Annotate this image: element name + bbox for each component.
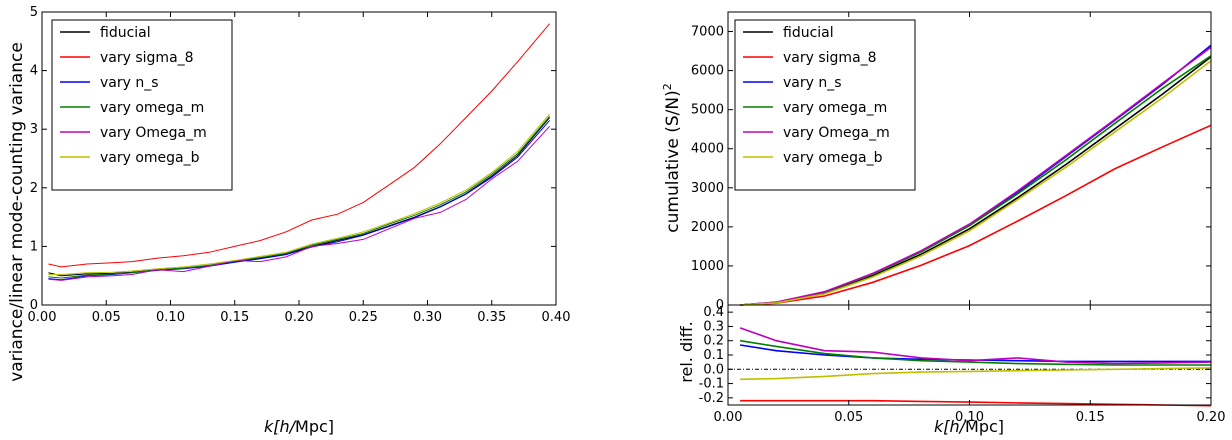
left-ticks: 0.00 0.05 0.10 0.15 0.20 0.25 0.30 0.35 0.40 0 1 2 3… — [28, 5, 571, 325]
left-y-tick-label: 2 — [30, 181, 38, 196]
left-series-vary-omega-b — [48, 113, 550, 275]
right-bottom-y-tick-label: 0.3 — [703, 319, 724, 334]
right-top-y-tick-label: 7000 — [691, 25, 724, 40]
left-x-tick-label: 0.20 — [285, 310, 314, 325]
right-top-series-vary-omega-m — [740, 46, 1212, 306]
left-legend-box — [51, 19, 233, 191]
right-top-y-tick-label: 6000 — [691, 64, 724, 79]
right-bottom-y-tick-label: -0.1 — [699, 377, 724, 392]
right-chart: 01000200030004000500060007000-0.2-0.10.0… — [661, 11, 1226, 436]
right-bottom-y-tick-label: 0.0 — [703, 362, 724, 377]
left-legend-label: vary sigma_8 — [100, 50, 194, 66]
right-bottom-y-tick-label: 0.4 — [703, 305, 724, 320]
right-bottom-series-vary-omega-b — [740, 367, 1212, 381]
right-top-series-vary-omega-b — [740, 60, 1212, 306]
right-bottom-series-vary-omega-m — [739, 339, 1211, 366]
right-bottom-series-vary-omega-m — [739, 327, 1212, 365]
left-x-tick-label: 0.30 — [413, 310, 442, 325]
left-x-tick-label: 0.35 — [477, 310, 506, 325]
left-chart: 0.00 0.05 0.10 0.15 0.20 0.25 0.30 0.35 0.40 0 1 2 3… — [7, 5, 570, 436]
left-legend-label: fiducial — [100, 25, 151, 41]
left-legend-label: vary omega_b — [100, 150, 200, 166]
right-legend-label: vary Omega_m — [783, 125, 890, 141]
left-y-axis-label: variance/linear mode-counting variance — [7, 42, 27, 382]
right-y-axis-label: cumulative (S/N)2 — [661, 83, 683, 232]
right-bottom-y-tick-label: 0.2 — [703, 334, 724, 349]
left-series-vary-omega-m — [48, 125, 550, 281]
right-legend-label: vary n_s — [783, 75, 842, 91]
right-bottom-x-tick-label: 0.10 — [955, 410, 984, 425]
right-top-y-tick-label: 4000 — [691, 142, 724, 157]
right-top-y-tick-label: 1000 — [691, 259, 724, 274]
right-legend-label: vary omega_m — [783, 100, 887, 116]
right-top-series-vary-sigma-8 — [740, 124, 1212, 306]
left-y-tick-label: 0 — [30, 298, 38, 313]
right-top-y-tick-label: 2000 — [691, 220, 724, 235]
right-legend-label: vary omega_b — [783, 150, 883, 166]
right-bottom-series-group — [728, 327, 1212, 407]
right-top-y-tick-label: 3000 — [691, 181, 724, 196]
right-bottom-y-axis-label: rel. diff. — [677, 321, 696, 382]
left-x-tick-label: 0.05 — [92, 310, 121, 325]
left-y-tick-label: 1 — [30, 239, 38, 254]
left-x-axis-label: k[h/Mpc] — [264, 417, 334, 436]
right-bottom-x-tick-label: 0.15 — [1076, 410, 1105, 425]
left-y-tick-label: 4 — [30, 64, 38, 79]
left-legend-label: vary Omega_m — [100, 125, 207, 141]
right-bottom-x-tick-label: 0.05 — [834, 410, 863, 425]
left-x-tick-label: 0.15 — [220, 310, 249, 325]
right-bottom-y-tick-label: 0.1 — [703, 348, 724, 363]
right-bottom-x-tick-label: 0.20 — [1197, 410, 1226, 425]
right-bottom-y-tick-label: -0.2 — [699, 391, 724, 406]
left-series-vary-sigma-8 — [48, 23, 550, 268]
left-series-group — [48, 23, 550, 281]
right-top-y-tick-label: 5000 — [691, 103, 724, 118]
right-ticks: 01000200030004000500060007000-0.2-0.10.0… — [691, 12, 1226, 425]
left-x-tick-label: 0.25 — [349, 310, 378, 325]
right-legend-label: fiducial — [783, 25, 834, 41]
left-x-tick-label: 0.10 — [156, 310, 185, 325]
left-y-tick-label: 5 — [30, 5, 38, 20]
right-bottom-x-tick-label: 0.00 — [714, 410, 743, 425]
left-x-tick-label: 0.00 — [28, 310, 57, 325]
right-x-axis-label: k[h/Mpc] — [934, 417, 1004, 436]
right-legend-label: vary sigma_8 — [783, 50, 877, 66]
left-x-tick-label: 0.40 — [542, 310, 571, 325]
right-legend-box — [734, 19, 916, 191]
left-y-tick-label: 3 — [30, 122, 38, 137]
right-top-y-tick-label: 0 — [716, 298, 724, 313]
left-legend-label: vary omega_m — [100, 100, 204, 116]
left-legend-label: vary n_s — [100, 75, 159, 91]
right-top-series-group — [740, 44, 1212, 306]
left-series-vary-omega-m — [48, 115, 550, 279]
